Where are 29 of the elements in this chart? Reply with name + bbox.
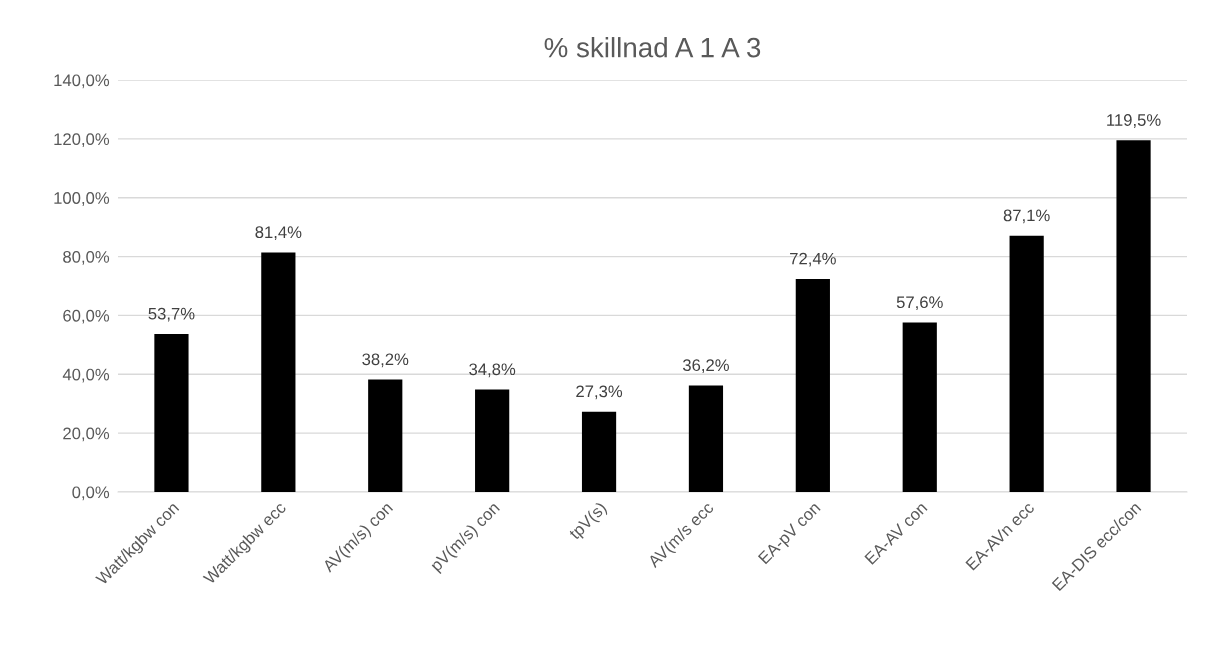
data-label: 57,6%	[896, 296, 943, 311]
bar	[154, 333, 189, 492]
y-tick-label: 80,0%	[63, 250, 110, 265]
data-label: 53,7%	[148, 307, 195, 322]
data-label: 81,4%	[255, 226, 302, 241]
data-label: 72,4%	[790, 252, 836, 267]
y-tick-label: 140,0%	[54, 74, 110, 89]
data-label: 119,5%	[1107, 114, 1161, 128]
y-tick-label: 60,0%	[63, 309, 110, 324]
y-tick-label: 0,0%	[72, 486, 110, 501]
chart-title: % skillnad A 1 A 3	[544, 37, 761, 58]
bar	[581, 411, 617, 492]
bar	[795, 278, 830, 492]
data-label: 34,8%	[469, 363, 516, 378]
y-tick-label: 100,0%	[54, 192, 110, 206]
y-tick-label: 20,0%	[63, 427, 110, 442]
data-label: 38,2%	[362, 353, 409, 368]
bar	[475, 389, 510, 492]
bar	[368, 379, 403, 492]
bar	[1116, 140, 1151, 492]
bar	[261, 252, 296, 492]
y-tick-label: 120,0%	[54, 133, 110, 148]
data-label: 87,1%	[1003, 209, 1050, 224]
y-tick-label: 40,0%	[62, 368, 110, 383]
bar	[688, 385, 724, 492]
data-label: 27,3%	[576, 385, 623, 400]
bar	[902, 322, 937, 492]
data-label: 36,2%	[682, 359, 729, 374]
bar	[1009, 235, 1044, 492]
